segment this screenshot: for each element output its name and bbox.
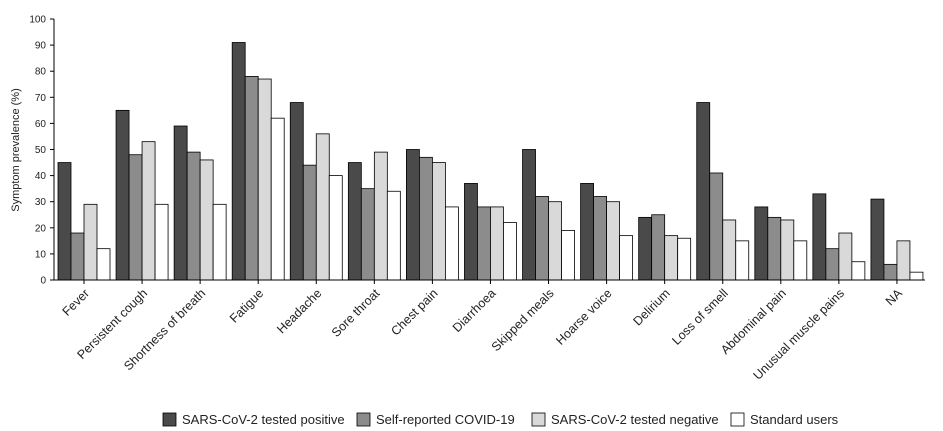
bar-1-7: [477, 206, 491, 281]
bar-2-11: [722, 219, 737, 281]
bar-0-0: [57, 162, 72, 281]
x-tick-label: Fever: [60, 286, 92, 318]
bar-0-14: [870, 198, 885, 281]
bar-1-11: [709, 172, 724, 281]
bar-3-8: [561, 230, 575, 281]
y-axis: 0 10 20 30 40 50 60 70 80 90 100: [29, 15, 55, 287]
bar-1-1: [128, 154, 143, 281]
bar-2-3: [257, 78, 272, 281]
bar-3-12: [793, 240, 808, 281]
x-tick-label: Sore throat: [329, 286, 383, 340]
bar-2-12: [780, 219, 795, 281]
bar-1-5: [360, 188, 375, 281]
legend-label: SARS-CoV-2 tested negative: [551, 412, 719, 427]
y-tick-label: 40: [35, 171, 47, 182]
bar-0-2: [173, 125, 188, 281]
bar-0-4: [289, 102, 304, 281]
y-tick-label: 50: [35, 145, 47, 156]
bar-3-6: [444, 206, 459, 281]
legend-swatch: [356, 412, 371, 427]
bar-3-10: [677, 237, 692, 281]
bar-0-13: [812, 193, 827, 281]
legend-label: SARS-CoV-2 tested positive: [182, 412, 345, 427]
bar-2-14: [896, 240, 911, 281]
y-tick-label: 70: [35, 93, 47, 104]
y-tick-label: 60: [35, 119, 47, 130]
bar-1-0: [70, 232, 85, 281]
bar-3-5: [386, 190, 401, 281]
x-tick-label: Skipped meals: [489, 286, 557, 354]
x-tick-label: Hoarse voice: [553, 286, 615, 348]
bar-2-2: [199, 159, 214, 281]
bar-3-3: [270, 117, 285, 281]
bar-2-4: [315, 133, 330, 281]
bar-1-14: [883, 263, 898, 281]
bar-3-4: [328, 175, 343, 281]
bar-0-6: [405, 149, 420, 281]
bar-1-13: [825, 248, 840, 281]
bar-1-8: [535, 196, 549, 281]
legend-swatch: [531, 412, 546, 427]
bar-3-7: [503, 222, 517, 281]
bar-0-7: [464, 183, 478, 281]
bar-2-13: [838, 232, 853, 281]
bar-0-9: [580, 183, 594, 281]
bar-3-14: [909, 271, 924, 281]
y-axis-label: Symptom prevalence (%): [10, 88, 22, 212]
bar-3-1: [154, 203, 169, 281]
bar-0-8: [522, 149, 536, 281]
y-tick-label: 20: [35, 223, 47, 234]
bar-2-9: [606, 201, 620, 281]
legend-swatch: [730, 412, 745, 427]
bar-3-11: [735, 240, 750, 281]
bar-0-3: [231, 42, 246, 281]
y-tick-label: 90: [35, 41, 47, 52]
bar-0-12: [754, 206, 769, 281]
bar-1-4: [302, 164, 317, 281]
bar-2-8: [548, 201, 562, 281]
bar-1-10: [651, 214, 666, 281]
x-tick-label: Delirium: [630, 286, 672, 328]
bar-2-10: [664, 235, 679, 281]
x-tick-label: Loss of smell: [669, 286, 730, 347]
bar-2-0: [83, 203, 98, 281]
y-tick-label: 30: [35, 197, 47, 208]
bar-1-9: [593, 196, 607, 281]
bar-2-1: [141, 141, 156, 281]
x-tick-label: NA: [883, 286, 906, 309]
legend-label: Self-reported COVID-19: [376, 412, 515, 427]
y-tick-label: 10: [35, 249, 47, 260]
bar-1-3: [244, 76, 259, 281]
bar-0-5: [347, 162, 362, 281]
bar-2-5: [373, 151, 388, 281]
bar-0-1: [115, 109, 130, 281]
bar-3-13: [851, 261, 866, 281]
bar-3-2: [212, 203, 227, 281]
bar-0-11: [696, 102, 711, 281]
bar-2-6: [431, 162, 446, 281]
bars: [57, 42, 924, 281]
bar-2-7: [490, 206, 504, 281]
y-tick-label: 80: [35, 67, 47, 78]
bar-3-0: [96, 248, 111, 281]
x-tick-label: Headache: [274, 286, 324, 336]
x-tick-label: Chest pain: [388, 286, 440, 338]
bar-1-2: [186, 151, 201, 281]
y-tick-label: 100: [29, 15, 46, 26]
bar-1-12: [767, 216, 782, 281]
y-tick-label: 0: [40, 276, 46, 287]
x-tick-label: Fatigue: [227, 286, 266, 325]
bar-3-9: [619, 235, 633, 281]
bar-0-10: [638, 216, 653, 281]
legend: SARS-CoV-2 tested positive Self-reported …: [162, 412, 839, 427]
legend-swatch: [162, 412, 177, 427]
x-tick-label: Diarrhoea: [450, 286, 499, 335]
bar-1-6: [418, 156, 433, 281]
legend-label: Standard users: [750, 412, 839, 427]
